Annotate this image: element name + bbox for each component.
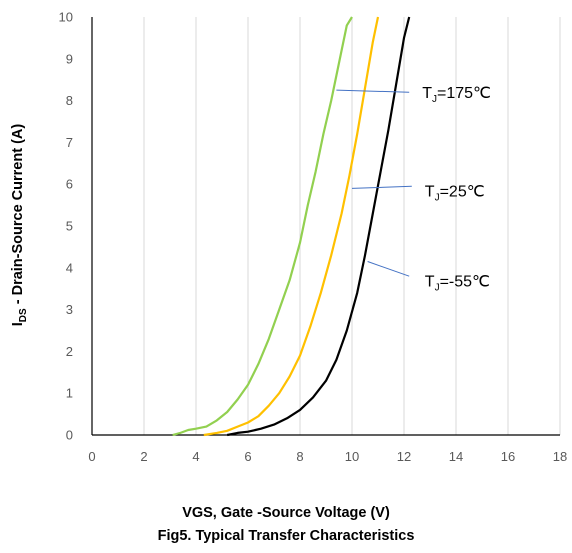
y-tick-label: 3 [66, 302, 73, 317]
axes [91, 17, 560, 436]
series-annotations: TJ=175℃ TJ=25℃ TJ=-55℃ [336, 85, 491, 293]
x-tick-label: 8 [296, 449, 303, 464]
y-tick-label: 0 [66, 428, 73, 443]
x-tick-label: 6 [244, 449, 251, 464]
x-tick-label: 18 [553, 449, 567, 464]
series-label: TJ=-55℃ [425, 273, 490, 293]
x-tick-label: 0 [88, 449, 95, 464]
y-tick-label: 4 [66, 260, 73, 275]
series-label: TJ=175℃ [422, 85, 491, 105]
y-tick-label: 5 [66, 219, 73, 234]
annotation-leader-line [336, 89, 410, 93]
series-label: TJ=25℃ [425, 183, 485, 203]
y-tick-label: 6 [66, 177, 73, 192]
series-line-2 [226, 16, 411, 437]
y-tick-label: 7 [66, 135, 73, 150]
y-tick-label: 10 [59, 10, 73, 25]
y-tick-label: 1 [66, 386, 73, 401]
annotation-leader-line [367, 261, 410, 277]
y-tick-labels: 0 1 2 3 4 5 6 7 8 9 10 [59, 10, 73, 443]
x-tick-label: 12 [397, 449, 411, 464]
x-tick-label: 14 [449, 449, 463, 464]
y-tick-label: 8 [66, 93, 73, 108]
annotation-leader-line [351, 185, 412, 189]
x-axis-title: VGS, Gate -Source Voltage (V) [182, 505, 390, 521]
y-tick-label: 2 [66, 344, 73, 359]
series-line-1 [203, 16, 380, 437]
x-tick-label: 2 [140, 449, 147, 464]
x-tick-labels: 0 2 4 6 8 10 12 14 16 18 [88, 449, 567, 464]
series-line-0 [172, 16, 353, 437]
y-axis-title: IDS - Drain-Source Current (A) [10, 124, 29, 327]
x-tick-label: 10 [345, 449, 359, 464]
y-tick-label: 9 [66, 51, 73, 66]
grid-lines [143, 17, 561, 435]
x-tick-label: 16 [501, 449, 515, 464]
figure-caption: Fig5. Typical Transfer Characteristics [157, 528, 415, 544]
series-lines [172, 16, 411, 437]
x-tick-label: 4 [192, 449, 199, 464]
